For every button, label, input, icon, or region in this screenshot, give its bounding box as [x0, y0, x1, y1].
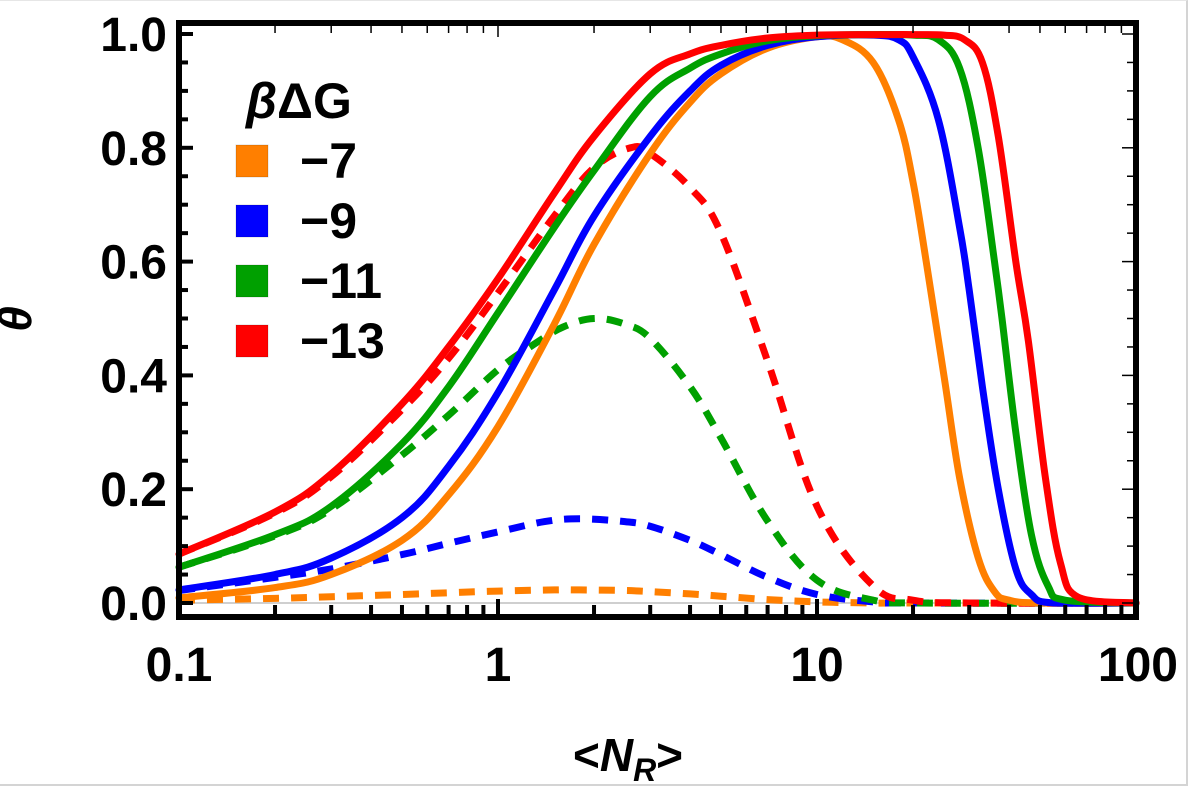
legend-swatch [235, 324, 269, 358]
x-axis-label-main: N [600, 729, 634, 781]
x-axis-label-open: < [573, 729, 600, 781]
y-tick-label: 0.6 [100, 237, 167, 290]
y-tick-label: 1.0 [100, 9, 167, 62]
x-tick-label: 1 [485, 639, 512, 692]
legend-swatch [235, 144, 269, 178]
x-tick-label: 10 [790, 639, 843, 692]
legend-label: −13 [300, 313, 385, 369]
series-dashed-minus7 [178, 586, 1136, 607]
series-dashed-minus9 [178, 515, 1137, 607]
tick-labels: 0.1 1 10 100 0.0 0.2 0.4 0.6 0.8 1.0 [100, 9, 1178, 692]
x-axis-label-sub: R [633, 752, 656, 787]
legend-title-beta: β [244, 73, 277, 129]
y-tick-label: 0.0 [100, 578, 167, 631]
y-tick-label: 0.4 [100, 350, 167, 403]
legend-title: βΔG [244, 73, 352, 129]
legend-label: −11 [300, 253, 382, 309]
series-solid-minus13 [175, 31, 1140, 607]
x-axis-label: <NR> [573, 729, 683, 787]
legend-label: −7 [300, 133, 357, 189]
x-tick-label: 0.1 [146, 639, 213, 692]
legend-entries: −7−9−11−13 [235, 133, 385, 369]
plot-frame [176, 20, 1139, 620]
legend-title-delta-g: ΔG [277, 73, 352, 129]
legend: βΔG −7−9−11−13 [235, 73, 385, 369]
x-tick-label: 100 [1098, 639, 1178, 692]
ticks-layer [182, 26, 1133, 614]
series-dashed-minus11 [177, 314, 1137, 607]
series-layer [175, 30, 1140, 607]
legend-swatch [235, 264, 269, 298]
legend-label: −9 [300, 193, 357, 249]
y-axis-label: θ [0, 306, 41, 332]
x-axis-label-close: > [656, 729, 683, 781]
legend-swatch [235, 204, 269, 238]
y-tick-label: 0.2 [100, 464, 167, 517]
y-tick-label: 0.8 [100, 123, 167, 176]
